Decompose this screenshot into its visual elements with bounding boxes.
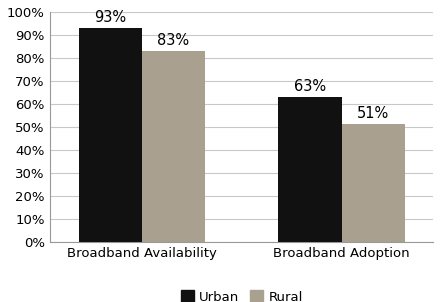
Legend: Urban, Rural: Urban, Rural bbox=[176, 285, 308, 302]
Text: 93%: 93% bbox=[94, 10, 126, 25]
Bar bbox=[279, 97, 341, 242]
Bar bbox=[142, 51, 205, 242]
Bar bbox=[341, 124, 405, 242]
Text: 51%: 51% bbox=[357, 107, 389, 121]
Text: 83%: 83% bbox=[158, 33, 190, 48]
Text: 63%: 63% bbox=[294, 79, 326, 94]
Bar bbox=[79, 28, 142, 242]
